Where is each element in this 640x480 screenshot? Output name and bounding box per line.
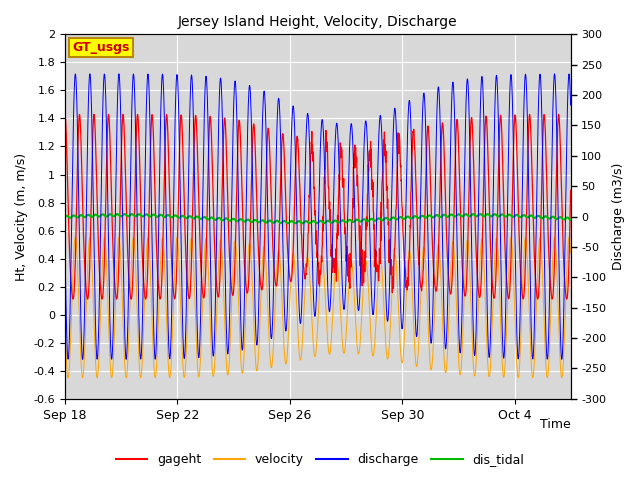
velocity <box>61 322 69 327</box>
discharge <box>278 227 286 233</box>
gageht <box>287 279 294 285</box>
gageht <box>90 111 98 117</box>
discharge <box>498 297 506 302</box>
gageht <box>387 260 394 266</box>
dis_tidal <box>387 217 394 223</box>
gageht <box>331 264 339 269</box>
velocity <box>498 346 506 351</box>
discharge <box>79 357 86 362</box>
Line: discharge: discharge <box>65 74 571 360</box>
Text: Time: Time <box>540 418 571 431</box>
Y-axis label: Discharge (m3/s): Discharge (m3/s) <box>612 163 625 270</box>
velocity <box>567 250 575 256</box>
gageht <box>61 111 69 117</box>
dis_tidal <box>330 218 338 224</box>
Title: Jersey Island Height, Velocity, Discharge: Jersey Island Height, Velocity, Discharg… <box>178 15 458 29</box>
gageht <box>498 123 506 129</box>
dis_tidal <box>61 214 69 219</box>
velocity <box>79 375 86 381</box>
Text: GT_usgs: GT_usgs <box>72 41 130 54</box>
discharge <box>86 71 93 77</box>
velocity <box>287 277 294 283</box>
discharge <box>387 241 394 247</box>
dis_tidal <box>286 219 294 225</box>
gageht <box>567 188 575 193</box>
Line: gageht: gageht <box>65 114 571 299</box>
discharge <box>92 321 99 327</box>
Line: dis_tidal: dis_tidal <box>65 214 571 223</box>
Line: velocity: velocity <box>65 238 571 378</box>
gageht <box>92 137 99 143</box>
velocity <box>86 235 93 240</box>
gageht <box>278 131 286 137</box>
discharge <box>287 158 294 164</box>
gageht <box>84 296 92 302</box>
dis_tidal <box>91 212 99 217</box>
discharge <box>331 155 339 161</box>
dis_tidal <box>477 211 484 217</box>
velocity <box>278 312 286 317</box>
discharge <box>567 102 575 108</box>
dis_tidal <box>278 219 286 225</box>
dis_tidal <box>299 220 307 226</box>
dis_tidal <box>498 212 506 217</box>
velocity <box>331 276 339 282</box>
velocity <box>92 358 99 363</box>
Legend: gageht, velocity, discharge, dis_tidal: gageht, velocity, discharge, dis_tidal <box>111 448 529 471</box>
Y-axis label: Ht, Velocity (m, m/s): Ht, Velocity (m, m/s) <box>15 153 28 281</box>
discharge <box>61 248 69 254</box>
velocity <box>387 318 394 324</box>
dis_tidal <box>567 217 575 223</box>
